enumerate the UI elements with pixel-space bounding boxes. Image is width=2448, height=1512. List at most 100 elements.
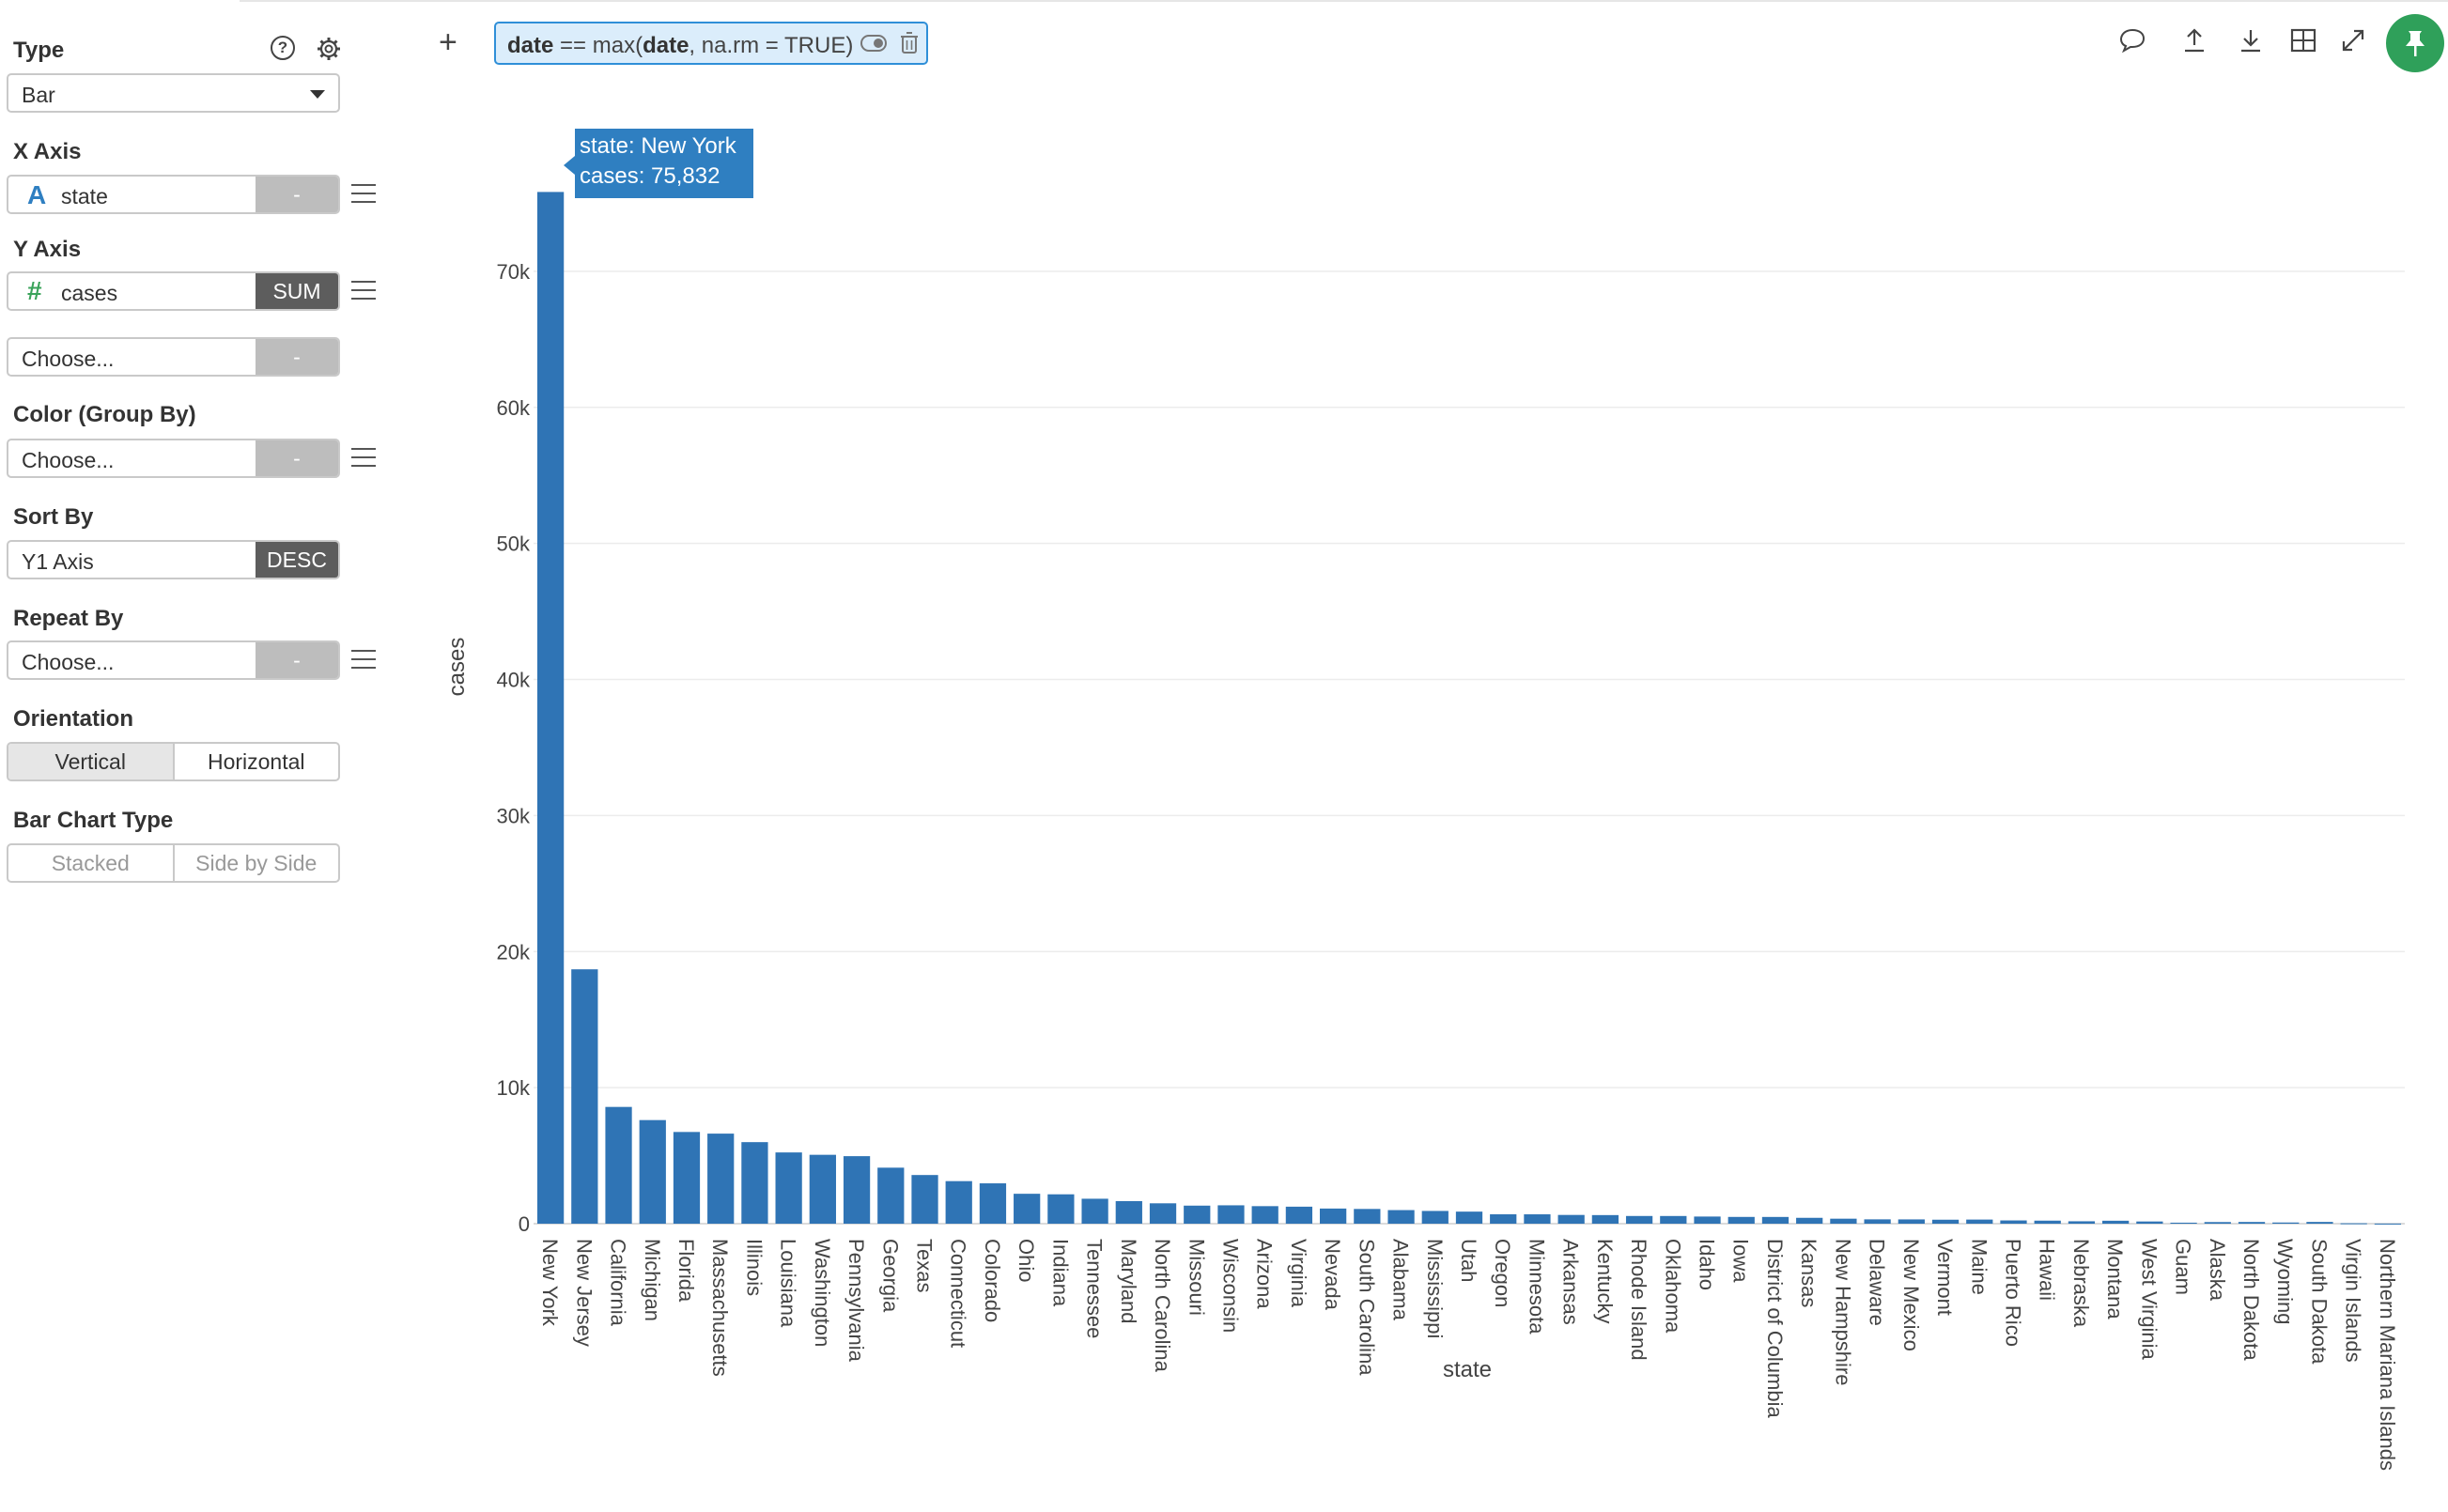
y-tick-label: 30k <box>497 804 531 827</box>
table-icon[interactable] <box>2289 26 2317 54</box>
bar <box>1966 1219 1993 1224</box>
sort-by-select[interactable]: Y1 Axis DESC <box>7 540 340 579</box>
bar-type-stacked-option[interactable]: Stacked <box>51 851 130 875</box>
repeat-by-aggregation-button[interactable]: - <box>256 642 338 678</box>
bar <box>1455 1211 1483 1224</box>
y2-axis-column-select[interactable]: Choose... - <box>7 337 340 377</box>
bar <box>2272 1222 2300 1224</box>
x-tick-label: Missouri <box>1185 1239 1208 1316</box>
x-axis-title: state <box>1443 1357 1492 1382</box>
x-tick-label: Rhode Island <box>1627 1239 1650 1361</box>
filter-chip[interactable]: date == max(date, na.rm = TRUE) <box>494 22 928 65</box>
bar <box>1591 1214 1619 1224</box>
bar <box>1387 1210 1415 1224</box>
x-tick-label: Vermont <box>1933 1239 1957 1316</box>
repeat-by-placeholder: Choose... <box>22 650 115 674</box>
y-axis-aggregation-button[interactable]: SUM <box>256 273 338 309</box>
bar <box>1796 1217 1823 1224</box>
bar-type-side-by-side-option[interactable]: Side by Side <box>172 845 339 881</box>
x-tick-label: Northern Mariana Islands <box>2376 1239 2399 1471</box>
orientation-horizontal-option[interactable]: Horizontal <box>172 744 339 779</box>
bar <box>1217 1205 1245 1224</box>
x-axis-aggregation-button[interactable]: - <box>256 177 338 212</box>
color-aggregation-button[interactable]: - <box>256 440 338 476</box>
bar <box>1081 1198 1108 1224</box>
bar <box>843 1156 871 1224</box>
sort-order-button[interactable]: DESC <box>256 542 338 578</box>
upload-icon[interactable] <box>2180 26 2208 54</box>
x-tick-label: Texas <box>913 1239 937 1292</box>
chart-config-sidebar: Type ? Bar X Axis A state - Y Axis # cas… <box>0 0 395 1512</box>
expand-icon[interactable] <box>2339 26 2367 54</box>
x-tick-label: North Carolina <box>1151 1239 1174 1373</box>
x-tick-label: Tennessee <box>1083 1239 1107 1338</box>
trash-icon[interactable] <box>900 32 919 54</box>
comment-icon[interactable] <box>2118 26 2146 54</box>
x-tick-label: Hawaii <box>2036 1239 2059 1301</box>
bar <box>1694 1216 1721 1224</box>
bar-chart-type-label: Bar Chart Type <box>13 808 174 833</box>
bar <box>741 1142 768 1224</box>
y-axis-menu-icon[interactable] <box>351 281 376 300</box>
x-axis-column-select[interactable]: A state - <box>7 175 340 214</box>
bar <box>673 1132 701 1224</box>
bar <box>2034 1220 2061 1224</box>
color-menu-icon[interactable] <box>351 448 376 467</box>
x-tick-label: Iowa <box>1729 1239 1753 1283</box>
x-tick-label: Kansas <box>1797 1239 1821 1307</box>
x-axis-column-value: state <box>61 184 108 208</box>
filter-column: date <box>507 33 554 58</box>
x-tick-label: Arkansas <box>1559 1239 1583 1325</box>
x-tick-label: Delaware <box>1866 1239 1889 1326</box>
sort-by-value: Y1 Axis <box>22 549 94 574</box>
x-tick-label: Michigan <box>641 1239 664 1321</box>
bar <box>1421 1211 1449 1224</box>
orientation-label: Orientation <box>13 706 134 732</box>
bar <box>2136 1221 2163 1224</box>
x-axis-menu-icon[interactable] <box>351 184 376 203</box>
bar <box>1761 1216 1790 1224</box>
bar <box>2340 1223 2367 1225</box>
bar <box>1285 1206 1313 1224</box>
bar <box>1320 1208 1347 1224</box>
plus-icon[interactable]: + <box>439 24 457 60</box>
repeat-by-menu-icon[interactable] <box>351 650 376 669</box>
bar <box>979 1183 1007 1224</box>
y-axis-column-select[interactable]: # cases SUM <box>7 271 340 311</box>
question-circle-icon[interactable]: ? <box>271 36 295 60</box>
x-tick-label: Florida <box>674 1239 698 1303</box>
toggle-icon[interactable] <box>860 35 887 52</box>
x-tick-label: Massachusetts <box>708 1239 732 1377</box>
chart-type-select[interactable]: Bar <box>7 73 340 113</box>
x-tick-label: Oklahoma <box>1661 1239 1684 1334</box>
gear-icon[interactable] <box>316 36 342 62</box>
repeat-by-select[interactable]: Choose... - <box>7 640 340 680</box>
download-icon[interactable] <box>2237 26 2265 54</box>
bar <box>2238 1222 2266 1224</box>
text-column-icon: A <box>27 180 47 209</box>
x-tick-label: South Dakota <box>2307 1239 2331 1365</box>
bar <box>2374 1223 2402 1225</box>
x-tick-label: Virgin Islands <box>2342 1239 2365 1363</box>
chart-tooltip: state: New York cases: 75,832 <box>575 129 753 198</box>
x-tick-label: Oregon <box>1491 1239 1514 1307</box>
y2-axis-aggregation-button[interactable]: - <box>256 339 338 375</box>
x-tick-label: New Jersey <box>572 1239 596 1347</box>
x-tick-label: Alabama <box>1389 1239 1413 1321</box>
x-tick-label: Connecticut <box>947 1239 970 1348</box>
tooltip-state: state: New York <box>580 133 736 159</box>
bar <box>1524 1214 1551 1224</box>
x-tick-label: Colorado <box>981 1239 1004 1322</box>
pin-icon[interactable] <box>2386 14 2444 72</box>
color-column-select[interactable]: Choose... - <box>7 439 340 478</box>
x-tick-label: California <box>607 1239 630 1327</box>
x-tick-label: Illinois <box>742 1239 766 1296</box>
orientation-vertical-option[interactable]: Vertical <box>8 744 173 779</box>
bar <box>1660 1215 1687 1224</box>
bar <box>2068 1221 2096 1224</box>
x-tick-label: Minnesota <box>1525 1239 1548 1335</box>
filter-rest: , na.rm = TRUE) <box>689 33 854 58</box>
x-tick-label: New Hampshire <box>1831 1239 1854 1385</box>
filter-argument: date <box>643 33 689 58</box>
